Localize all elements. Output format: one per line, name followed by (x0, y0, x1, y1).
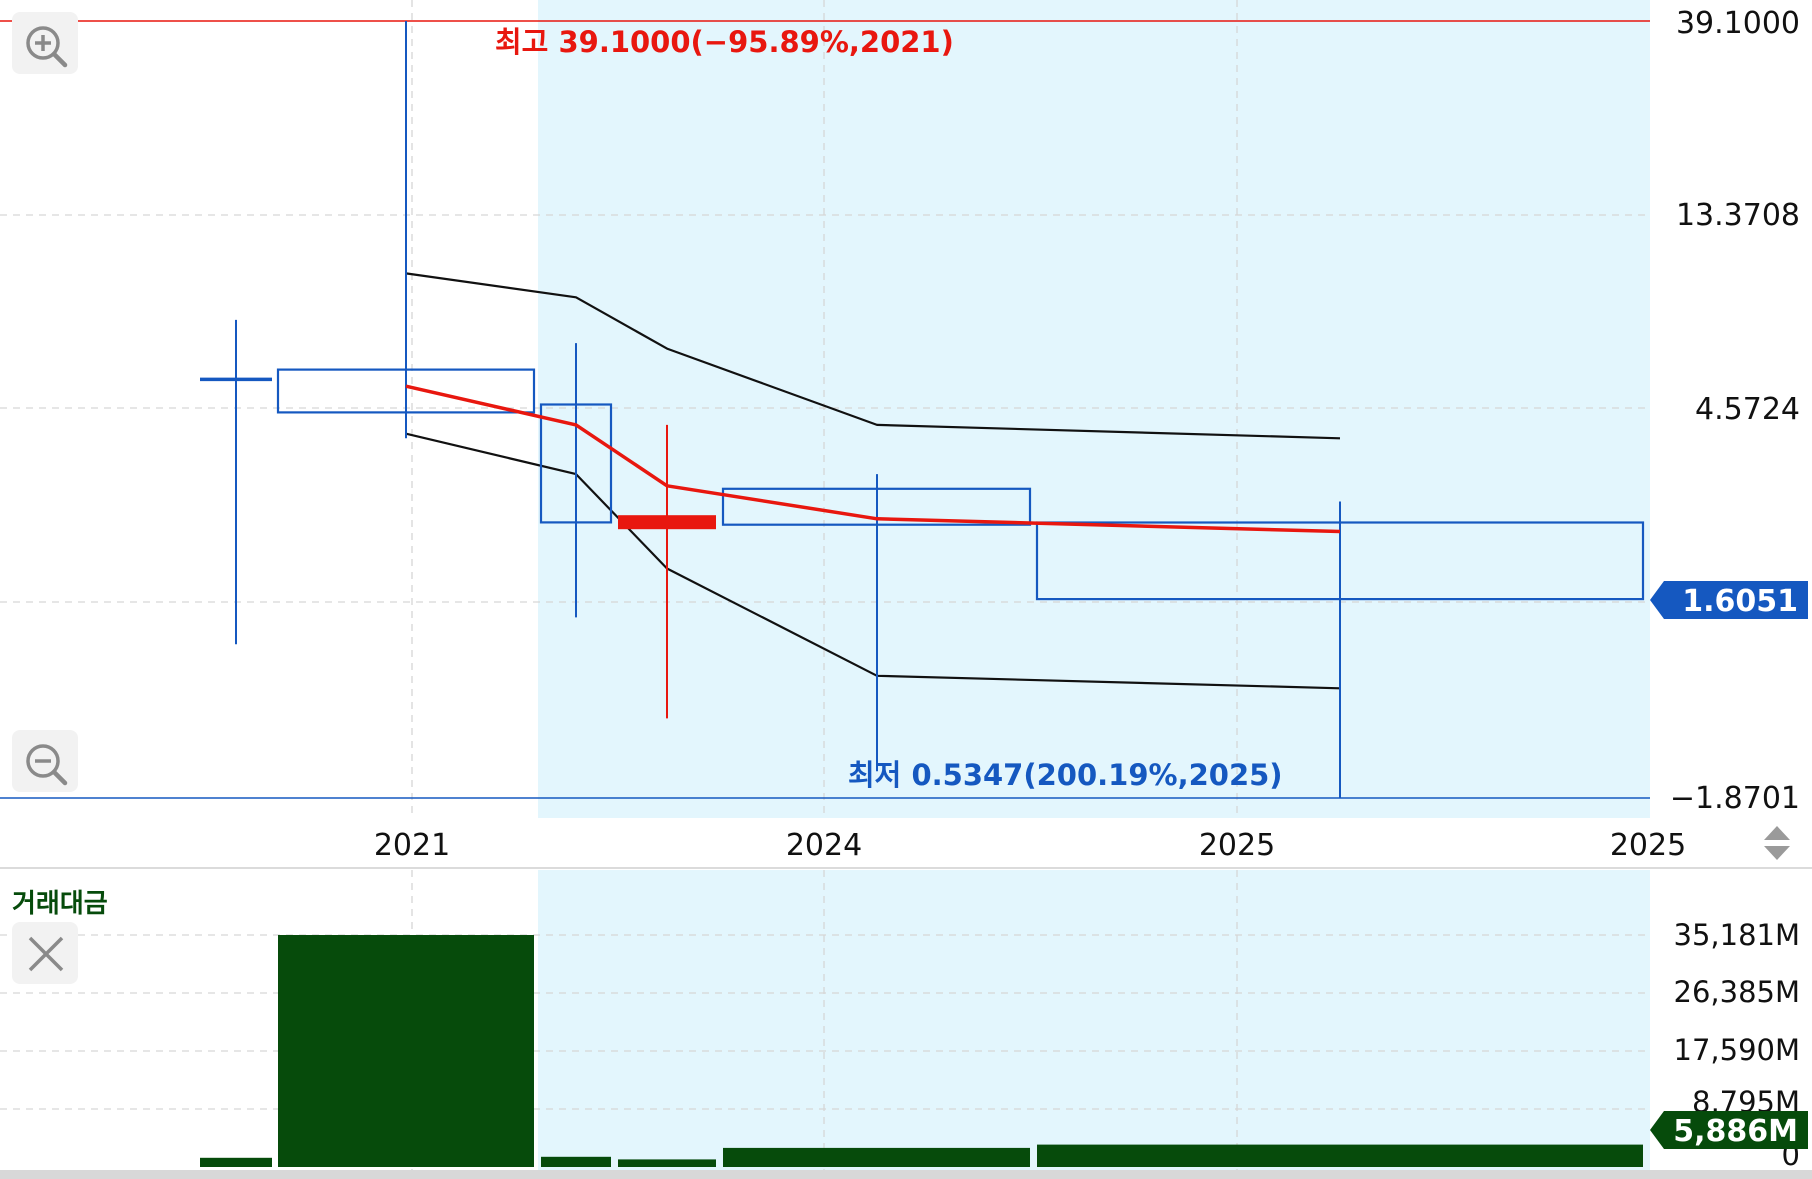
candle-body (539, 403, 613, 524)
current-price-tag: 1.6051 (1650, 581, 1808, 619)
current-price-value: 1.6051 (1682, 584, 1798, 619)
zoom-in-button[interactable] (12, 12, 78, 74)
volume-layer (200, 935, 1643, 1167)
price-axis-label: 4.5724 (1695, 392, 1800, 427)
upper-band-line (405, 272, 1341, 440)
candle (721, 474, 1032, 772)
volume-bar (200, 1157, 272, 1167)
close-icon (28, 936, 64, 972)
volume-bar (1037, 1144, 1643, 1167)
current-volume-value: 5,886M (1673, 1114, 1798, 1149)
candle (1035, 501, 1645, 798)
candle (200, 319, 272, 645)
candle (276, 21, 536, 439)
moving-average-line (405, 384, 1341, 534)
ma-layer (405, 384, 1341, 534)
highlight-region-price (538, 0, 1650, 818)
price-axis-area (1650, 0, 1812, 818)
volume-axis-label: 35,181M (1674, 918, 1801, 952)
price-axis-label: 39.1000 (1676, 6, 1800, 41)
candle-layer (200, 21, 1645, 798)
low-annotation: 최저 0.5347(200.19%,2025) (848, 758, 1283, 792)
x-axis-label: 2025 (1199, 828, 1275, 863)
candle-body (276, 368, 536, 414)
price-axis-label: 13.3708 (1676, 198, 1800, 233)
high-annotation: 최고 39.1000(−95.89%,2021) (495, 25, 954, 59)
candle-body (1035, 521, 1645, 601)
volume-panel-title: 거래대금 (12, 889, 108, 919)
highlight-region-volume (538, 870, 1650, 1170)
volume-bar (618, 1159, 716, 1167)
candle (539, 343, 613, 618)
volume-bar (541, 1156, 611, 1167)
price-axis-label: −1.8701 (1670, 781, 1800, 816)
zoom-in-icon (26, 26, 68, 68)
volume-bar (278, 935, 534, 1167)
x-axis-label: 2025 (1610, 828, 1686, 863)
volume-axis-label: 17,590M (1674, 1033, 1801, 1067)
scroll-arrows-icon[interactable] (1752, 820, 1802, 866)
zoom-out-icon (26, 744, 68, 786)
close-volume-panel-button[interactable] (12, 922, 78, 984)
bottom-scroll-strip[interactable] (0, 1170, 1812, 1179)
current-volume-tag: 5,886M (1650, 1111, 1808, 1149)
x-axis-label: 2024 (786, 828, 862, 863)
current-price-tag-shape (1650, 581, 1808, 619)
x-axis-label: 2021 (374, 828, 450, 863)
volume-bar (723, 1147, 1030, 1167)
candle-body (721, 487, 1032, 526)
zoom-out-button[interactable] (12, 730, 78, 792)
current-volume-tag-shape (1650, 1111, 1808, 1149)
candle (618, 424, 716, 719)
candle-body (618, 515, 716, 530)
volume-axis-label: 26,385M (1674, 975, 1801, 1009)
x-axis-strip (0, 818, 1812, 868)
